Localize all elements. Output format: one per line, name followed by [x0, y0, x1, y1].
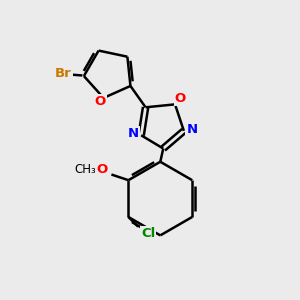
- Text: N: N: [187, 123, 198, 136]
- Text: Br: Br: [55, 67, 72, 80]
- Text: O: O: [96, 164, 108, 176]
- Text: Cl: Cl: [141, 227, 155, 240]
- Text: O: O: [175, 92, 186, 105]
- Text: CH₃: CH₃: [74, 163, 96, 176]
- Text: N: N: [128, 127, 139, 140]
- Text: O: O: [94, 95, 106, 108]
